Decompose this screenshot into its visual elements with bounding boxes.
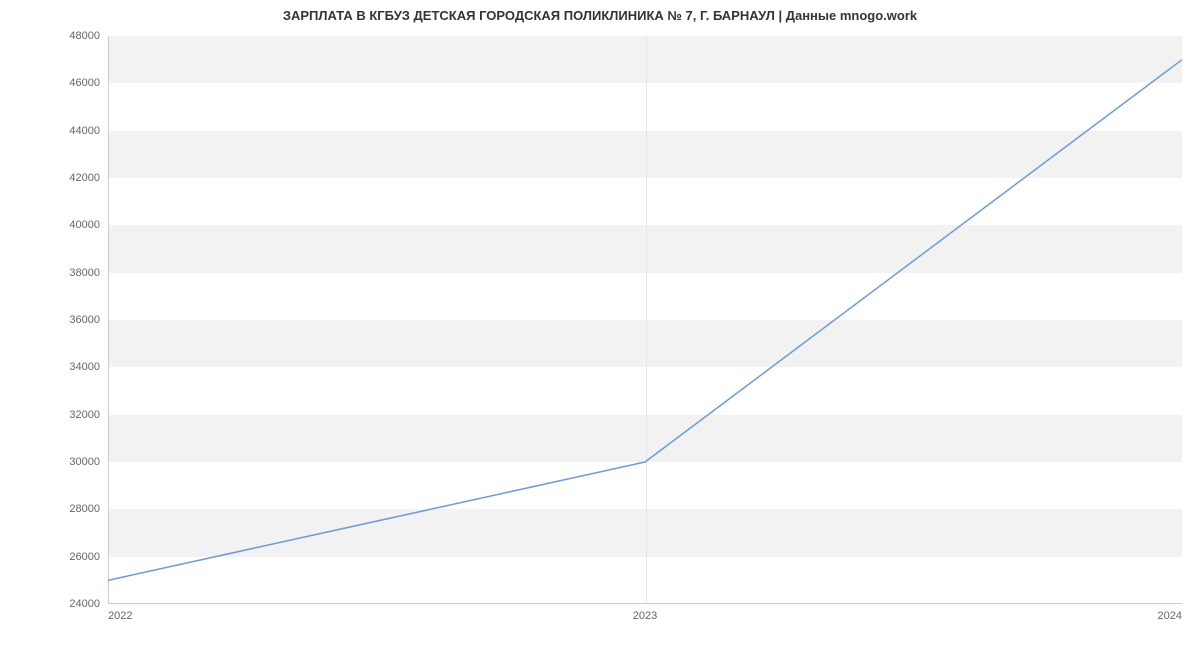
- x-tick-label: 2023: [633, 610, 657, 622]
- y-tick-label: 28000: [40, 503, 100, 515]
- y-tick-label: 48000: [40, 30, 100, 42]
- series-line-salary: [108, 60, 1182, 581]
- y-tick-label: 30000: [40, 456, 100, 468]
- y-tick-label: 42000: [40, 172, 100, 184]
- x-tick-label: 2022: [108, 610, 132, 622]
- x-tick-label: 2024: [1158, 610, 1182, 622]
- y-tick-label: 44000: [40, 125, 100, 137]
- y-tick-label: 36000: [40, 314, 100, 326]
- y-tick-label: 46000: [40, 77, 100, 89]
- y-tick-label: 40000: [40, 219, 100, 231]
- line-layer: [108, 36, 1182, 604]
- y-tick-label: 32000: [40, 409, 100, 421]
- y-tick-label: 38000: [40, 267, 100, 279]
- y-tick-label: 26000: [40, 551, 100, 563]
- y-tick-label: 34000: [40, 361, 100, 373]
- salary-line-chart: ЗАРПЛАТА В КГБУЗ ДЕТСКАЯ ГОРОДСКАЯ ПОЛИК…: [0, 0, 1200, 650]
- chart-title: ЗАРПЛАТА В КГБУЗ ДЕТСКАЯ ГОРОДСКАЯ ПОЛИК…: [0, 8, 1200, 23]
- y-tick-label: 24000: [40, 598, 100, 610]
